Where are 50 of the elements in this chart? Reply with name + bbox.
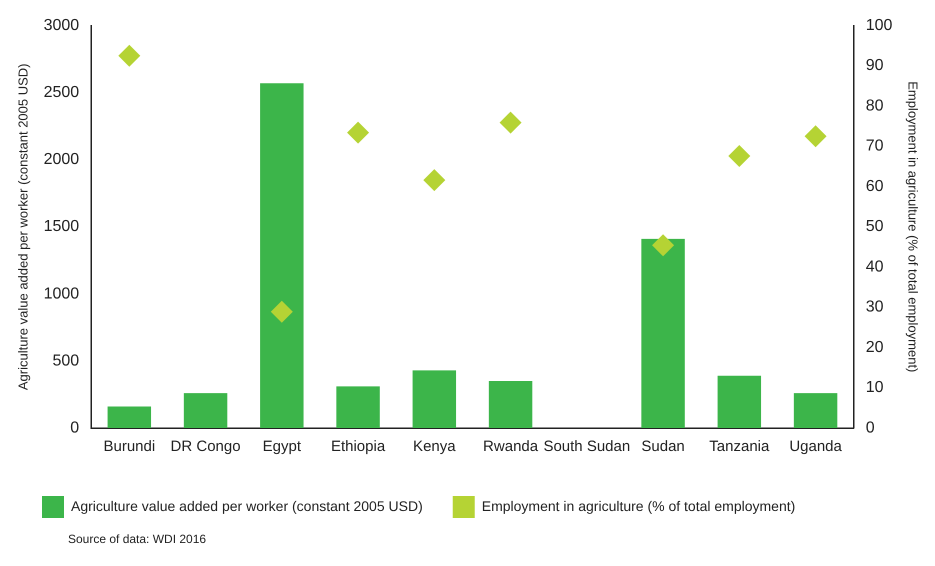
legend-label: Employment in agriculture (% of total employment) (482, 498, 796, 514)
x-tick-label: Tanzania (709, 438, 770, 456)
x-tick-label: DR Congo (170, 438, 241, 456)
point (270, 300, 293, 323)
y2-tick-label: 90 (866, 57, 884, 74)
bar (412, 370, 456, 428)
bar (794, 393, 838, 428)
point (347, 122, 370, 144)
point (118, 44, 140, 67)
y-tick-label: 2500 (44, 84, 80, 102)
y-tick-label: 0 (70, 419, 80, 436)
y-tick-label: 3000 (44, 17, 80, 34)
bar (108, 406, 152, 428)
bar (184, 393, 228, 428)
y2-axis-title: Employment in agriculture (% of total employment) (906, 81, 921, 372)
y-tick-label: 2000 (44, 151, 80, 168)
y-tick-label: 1000 (44, 285, 80, 302)
bar (641, 238, 685, 428)
point (652, 234, 674, 256)
y-tick-label: 500 (52, 352, 80, 370)
point (728, 144, 750, 167)
point (423, 169, 446, 192)
y2-tick-label: 20 (866, 338, 884, 356)
y-tick-label: 1500 (44, 218, 80, 236)
y2-tick-label: 60 (866, 178, 884, 195)
x-tick-label: Burundi (103, 438, 156, 456)
x-tick-label: Egypt (262, 438, 302, 456)
x-tick-label: Uganda (789, 438, 843, 456)
y2-tick-label: 80 (866, 97, 884, 114)
y2-tick-label: 30 (866, 298, 884, 316)
legend-label: Agriculture value added per worker (constant 2005 USD) (71, 498, 423, 514)
y2-tick-label: 50 (866, 218, 884, 236)
point (804, 125, 827, 148)
bar (718, 376, 762, 428)
y2-tick-label: 100 (866, 17, 892, 34)
x-tick-label: Rwanda (483, 438, 539, 456)
x-tick-label: Ethiopia (330, 438, 386, 456)
source-note: Source of data: WDI 2016 (68, 532, 208, 546)
bar (336, 386, 380, 428)
x-tick-label: Kenya (413, 438, 456, 456)
y2-tick-label: 10 (866, 379, 884, 396)
point (500, 112, 522, 134)
bar (488, 381, 532, 428)
y2-tick-label: 40 (866, 258, 884, 276)
bar (260, 83, 304, 428)
x-tick-label: Sudan (641, 438, 685, 456)
y2-tick-label: 70 (866, 138, 884, 155)
y2-tick-label: 0 (866, 419, 875, 436)
x-tick-label: South Sudan (543, 438, 630, 456)
y-axis-title: Agriculture value added per worker (constant 2005 USD) (15, 63, 30, 390)
